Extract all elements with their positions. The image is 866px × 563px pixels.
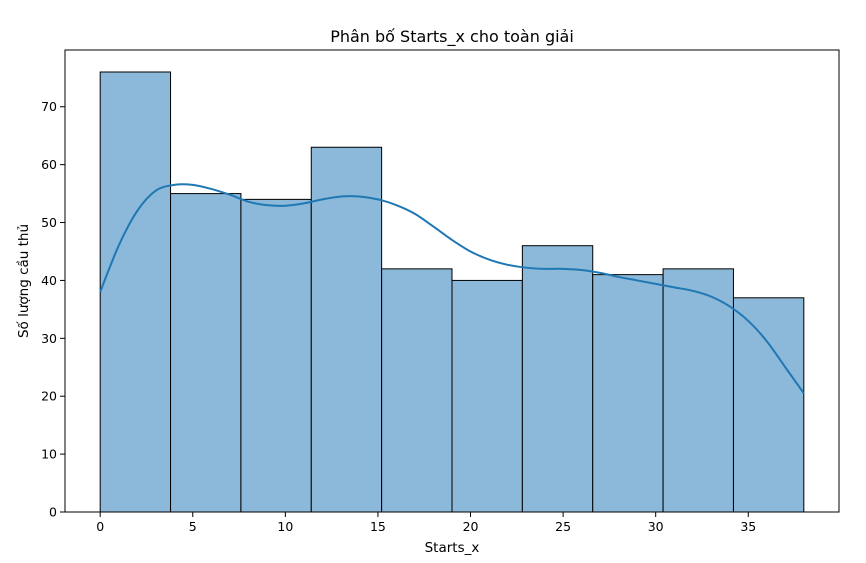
- x-tick-label: 10: [277, 519, 293, 534]
- y-tick-label: 40: [41, 273, 57, 288]
- y-tick-label: 30: [41, 331, 57, 346]
- x-tick-label: 25: [555, 519, 571, 534]
- bar-5: [451, 279, 523, 513]
- kde-line: [99, 183, 805, 394]
- bar-3: [310, 146, 383, 513]
- chart-title: Phân bố Starts_x cho toàn giải: [330, 27, 574, 47]
- x-tick-label: 35: [740, 519, 756, 534]
- bar-8: [662, 268, 734, 513]
- y-tick-label: 20: [41, 389, 57, 404]
- bar-0: [99, 71, 172, 513]
- x-axis: 0 5 10 15 20 25 30 35: [96, 512, 756, 534]
- x-axis-label: Starts_x: [425, 540, 480, 556]
- y-tick-label: 60: [41, 157, 57, 172]
- bar-4: [381, 268, 453, 513]
- y-tick-label: 0: [49, 505, 57, 520]
- y-tick-label: 70: [41, 99, 57, 114]
- plot-frame: [64, 49, 840, 513]
- bar-1: [170, 193, 242, 513]
- y-tick-label: 10: [41, 447, 57, 462]
- bar-9: [732, 297, 805, 513]
- kde-group: [99, 183, 805, 394]
- bar-7: [592, 274, 664, 513]
- bar-2: [240, 198, 312, 513]
- x-tick-label: 0: [96, 519, 104, 534]
- x-tick-label: 5: [189, 519, 197, 534]
- bars-group: [99, 71, 805, 513]
- y-tick-label: 50: [41, 215, 57, 230]
- x-tick-label: 20: [463, 519, 479, 534]
- x-tick-label: 15: [370, 519, 386, 534]
- bar-6: [521, 245, 594, 513]
- x-tick-label: 30: [648, 519, 664, 534]
- y-axis-label: Số lượng cầu thủ: [15, 224, 32, 338]
- y-axis: 0 10 20 30 40 50 60 70: [41, 99, 65, 520]
